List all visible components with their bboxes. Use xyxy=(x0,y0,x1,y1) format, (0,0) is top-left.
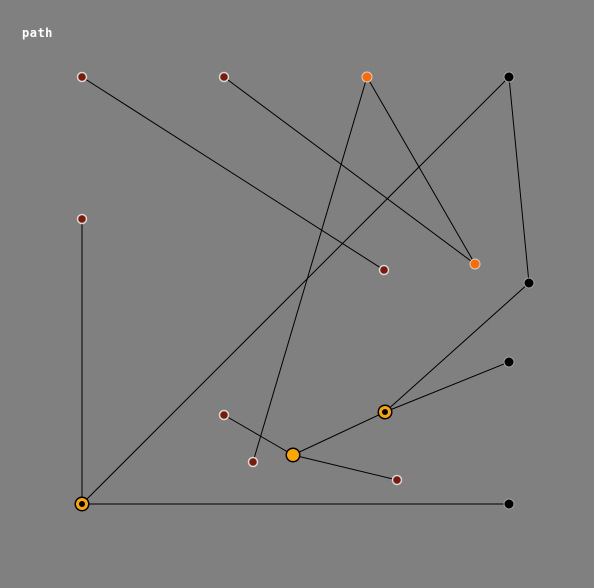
node-n7[interactable] xyxy=(469,258,481,270)
node-n15[interactable] xyxy=(74,496,90,512)
nodes-layer xyxy=(74,71,535,512)
edge-n1-n6 xyxy=(81,76,385,271)
edges-layer xyxy=(81,76,530,505)
edge-n3-n13 xyxy=(252,76,368,463)
edge-n4-n8 xyxy=(508,76,530,284)
node-n8[interactable] xyxy=(523,277,535,289)
edge-n11-n12 xyxy=(223,414,294,456)
edge-n12-n14 xyxy=(292,454,398,481)
edge-n4-n15 xyxy=(81,76,510,505)
node-n14[interactable] xyxy=(391,474,403,486)
edge-n2-n7 xyxy=(223,76,476,265)
node-n5[interactable] xyxy=(76,213,88,225)
path-title: path xyxy=(22,26,53,40)
node-n9[interactable] xyxy=(503,356,515,368)
node-n11[interactable] xyxy=(218,409,230,421)
node-n4[interactable] xyxy=(503,71,515,83)
node-n13[interactable] xyxy=(247,456,259,468)
node-n12[interactable] xyxy=(285,447,301,463)
node-n6[interactable] xyxy=(378,264,390,276)
node-n2[interactable] xyxy=(218,71,230,83)
node-n3[interactable] xyxy=(361,71,373,83)
node-n16[interactable] xyxy=(503,498,515,510)
edge-n9-n10 xyxy=(384,361,510,413)
edge-n3-n7 xyxy=(366,76,476,265)
edge-n10-n12 xyxy=(292,411,386,456)
edge-n8-n10 xyxy=(384,282,530,413)
node-n1[interactable] xyxy=(76,71,88,83)
node-n10[interactable] xyxy=(377,404,393,420)
